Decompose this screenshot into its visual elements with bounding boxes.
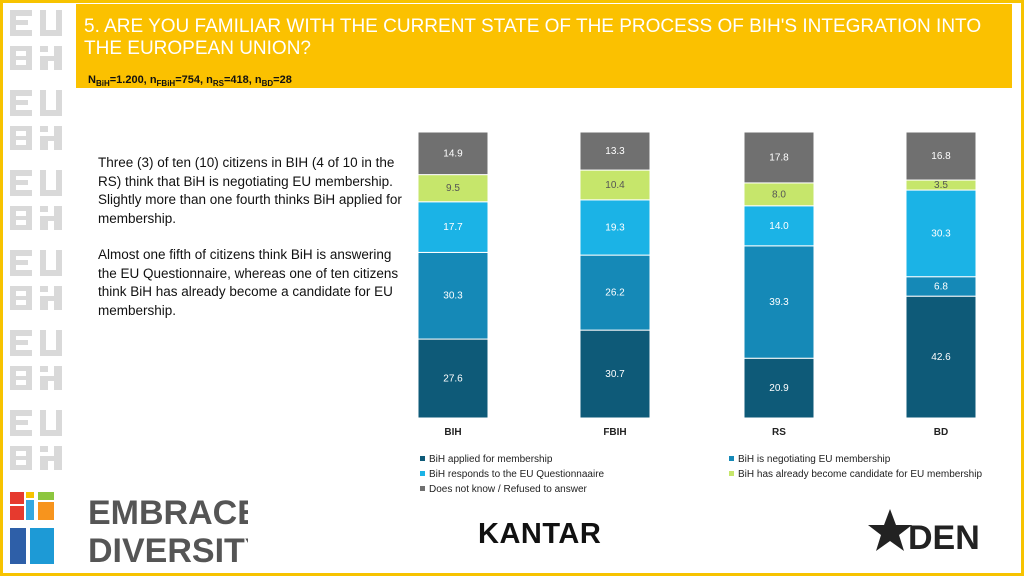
header-banner: 5. ARE YOU FAMILIAR WITH THE CURRENT STA…: [76, 4, 1012, 88]
description-paragraph-1: Three (3) of ten (10) citizens in BIH (4…: [98, 155, 402, 226]
legend-label: BiH is negotiating EU membership: [738, 454, 891, 465]
data-label-bd-2: 30.3: [931, 228, 951, 239]
data-label-bd-0: 42.6: [931, 352, 951, 363]
category-label-bd: BD: [934, 427, 948, 438]
bar-segment-fbih-4: [579, 131, 651, 171]
legend-label: BiH responds to the EU Questionnaaire: [429, 469, 605, 480]
legend-item-3: BiH has already become candidate for EU …: [729, 469, 982, 480]
data-label-bih-4: 14.9: [443, 148, 463, 159]
page-title: 5. ARE YOU FAMILIAR WITH THE CURRENT STA…: [84, 16, 982, 59]
den-logo: DEN: [868, 509, 980, 557]
data-label-rs-0: 20.9: [769, 383, 789, 394]
bar-segment-rs-4: [743, 131, 815, 184]
bar-segment-bih-4: [417, 131, 489, 176]
bar-segment-fbih-2: [579, 199, 651, 256]
data-label-rs-2: 14.0: [769, 221, 789, 232]
data-label-bd-4: 16.8: [931, 151, 951, 162]
data-label-fbih-2: 19.3: [605, 222, 625, 233]
legend-label: BiH has already become candidate for EU …: [738, 469, 983, 480]
bar-segment-fbih-1: [579, 254, 651, 331]
data-label-fbih-4: 13.3: [605, 146, 625, 157]
legend-label: BiH applied for membership: [429, 454, 553, 465]
legend-swatch: [420, 485, 425, 491]
legend-swatch: [420, 455, 425, 461]
embrace-text: EMBRACE: [88, 494, 248, 532]
den-text: DEN: [908, 519, 980, 557]
description-paragraph-2: Almost one fifth of citizens think BiH i…: [98, 247, 399, 318]
bar-segment-bd-0: [905, 295, 977, 419]
bar-segment-bih-3: [417, 174, 489, 203]
stacked-bar-chart: 27.6 30.3 17.7 9.5 14.9 BIH 30.7 26.2 19.3 10.4 13…: [417, 131, 977, 438]
embrace-diversity-logo: EMBRACE DIVERSITY: [10, 492, 248, 568]
bar-segment-bd-2: [905, 189, 977, 278]
legend-swatch: [420, 470, 425, 476]
bar-segment-fbih-3: [579, 169, 651, 201]
data-label-fbih-3: 10.4: [605, 180, 625, 191]
data-label-rs-3: 8.0: [772, 189, 786, 200]
sample-size-label: NBiH=1.200, nFBiH=754, nRS=418, nBD=28: [88, 74, 292, 89]
category-label-bih: BIH: [444, 427, 461, 438]
bar-segment-rs-2: [743, 205, 815, 247]
legend-swatch: [729, 455, 734, 461]
data-label-fbih-0: 30.7: [605, 369, 625, 380]
data-label-bih-2: 17.7: [443, 222, 463, 233]
bar-segment-rs-1: [743, 245, 815, 359]
data-label-bih-0: 27.6: [443, 374, 463, 385]
legend-item-1: BiH is negotiating EU membership: [729, 454, 890, 465]
description-text: Three (3) of ten (10) citizens in BIH (4…: [98, 154, 408, 338]
bar-segment-rs-0: [743, 357, 815, 419]
data-label-bd-3: 3.5: [934, 180, 948, 191]
legend-swatch: [729, 470, 734, 476]
legend-label: Does not know / Refused to answer: [429, 484, 587, 495]
bar-segment-bih-2: [417, 201, 489, 253]
kantar-logo: KANTAR: [478, 518, 602, 550]
legend-item-4: Does not know / Refused to answer: [420, 484, 587, 495]
legend-item-0: BiH applied for membership: [420, 454, 552, 465]
data-label-bih-1: 30.3: [443, 291, 463, 302]
bar-segment-bd-4: [905, 131, 977, 181]
data-label-bd-1: 6.8: [934, 281, 948, 292]
diversity-text: DIVERSITY: [88, 532, 248, 568]
category-label-rs: RS: [772, 427, 786, 438]
data-label-rs-1: 39.3: [769, 297, 789, 308]
bar-segment-bih-0: [417, 338, 489, 419]
legend-item-2: BiH responds to the EU Questionnaaire: [420, 469, 604, 480]
bar-segment-fbih-0: [579, 329, 651, 419]
data-label-bih-3: 9.5: [446, 183, 460, 194]
data-label-fbih-1: 26.2: [605, 288, 625, 299]
data-label-rs-4: 17.8: [769, 152, 789, 163]
category-label-fbih: FBIH: [603, 427, 626, 438]
bih-eu-pattern-strip: [10, 10, 62, 470]
